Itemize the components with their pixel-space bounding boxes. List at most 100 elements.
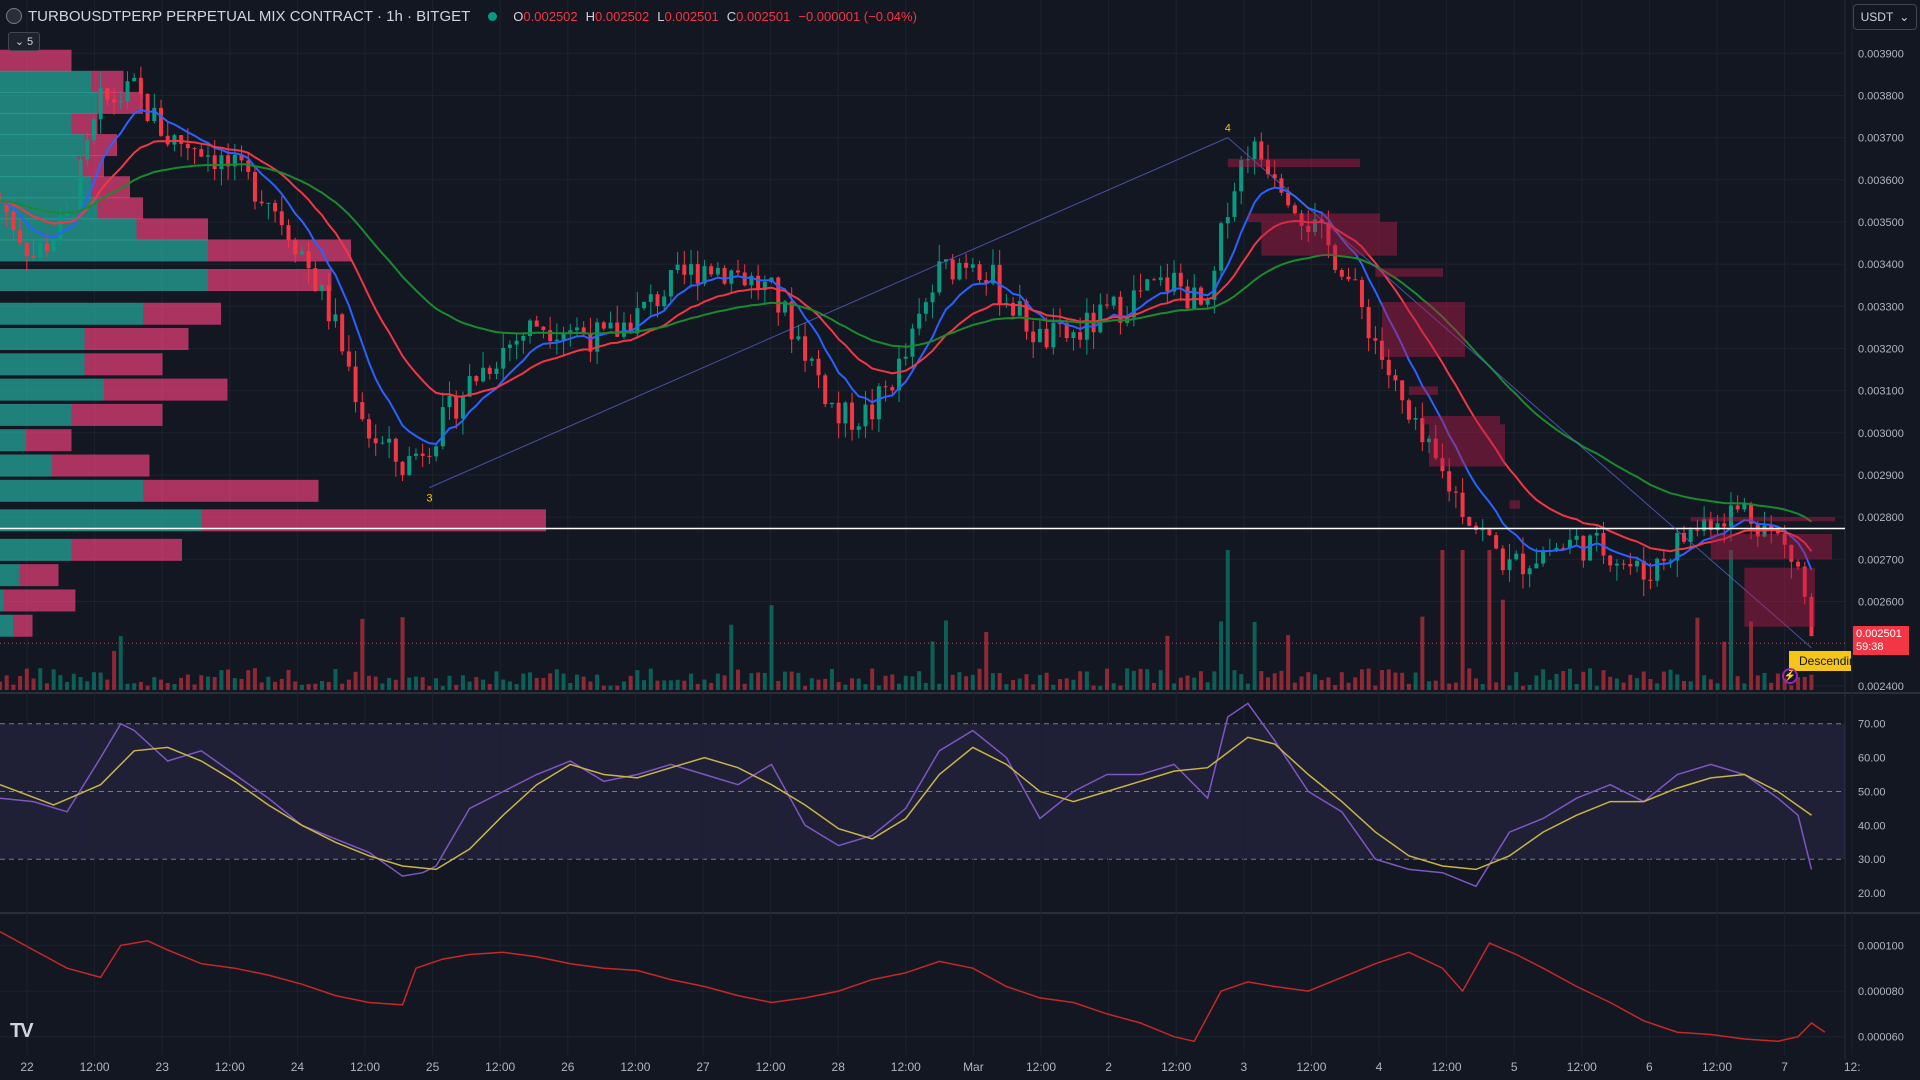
volume-bar	[1433, 680, 1438, 690]
volume-bar	[1051, 684, 1056, 690]
candle-body	[507, 344, 512, 348]
volume-bar	[1594, 685, 1599, 690]
volume-bar	[1561, 670, 1566, 690]
volume-profile-up	[0, 328, 85, 351]
volume-bar	[1527, 684, 1532, 690]
volume-bar	[970, 674, 975, 690]
volume-bar	[427, 685, 432, 690]
candle-body	[165, 135, 170, 145]
candle-body	[427, 455, 432, 457]
candle-body	[1487, 529, 1492, 536]
candle-body	[514, 340, 519, 345]
candle-body	[910, 328, 915, 357]
candle-body	[1373, 338, 1378, 341]
time-tick-label: 12:00	[80, 1060, 110, 1074]
rsi-tick-label: 20.00	[1858, 888, 1886, 900]
candle-body	[1494, 535, 1499, 549]
candle-body	[1635, 560, 1640, 567]
currency-select[interactable]: USDT ⌄	[1853, 4, 1917, 30]
volume-bar	[1655, 683, 1660, 690]
volume-bar	[333, 668, 338, 690]
symbol-title[interactable]: TURBOUSDTPERP PERPETUAL MIX CONTRACT · 1…	[28, 7, 471, 25]
volume-bar	[132, 683, 137, 690]
volume-profile-down	[97, 197, 143, 220]
volume-bar	[782, 671, 787, 690]
volume-bar	[1715, 683, 1720, 690]
volume-bar	[380, 683, 385, 690]
time-tick-label: 26	[561, 1060, 575, 1074]
volume-bar	[1131, 670, 1136, 690]
volume-profile-down	[3, 589, 76, 612]
volume-bar	[78, 677, 83, 690]
volume-bar	[1453, 682, 1458, 690]
candle-body	[561, 333, 566, 340]
volume-bar	[24, 668, 29, 690]
candle-body	[1588, 535, 1593, 561]
volume-bar	[1058, 679, 1063, 690]
panel3-tick-label: 0.000060	[1858, 1032, 1904, 1044]
candle-body	[1708, 519, 1713, 531]
volume-profile-down	[104, 378, 228, 401]
volume-bar	[1514, 672, 1519, 690]
volume-bar	[796, 672, 801, 690]
candle-body	[31, 255, 36, 258]
volume-bar	[1044, 672, 1049, 690]
volume-bar	[1796, 677, 1801, 690]
candle-body	[1467, 517, 1472, 526]
last-price-tag: 0.002501 59:38	[1853, 626, 1909, 655]
rsi-tick-label: 50.00	[1858, 786, 1886, 798]
volume-bar	[1802, 676, 1807, 690]
volume-bar	[293, 681, 298, 690]
candle-body	[353, 366, 358, 403]
volume-bar	[534, 677, 539, 690]
volume-bar	[1292, 682, 1297, 690]
candle-body	[662, 296, 667, 307]
volume-bar	[863, 684, 868, 690]
volume-bar	[1762, 672, 1767, 690]
volume-bar	[1373, 685, 1378, 690]
volume-bar	[1668, 669, 1673, 690]
alert-bolt-icon[interactable]: ⚡	[1782, 668, 1798, 684]
volume-bar	[1225, 550, 1230, 690]
volume-bar	[1091, 685, 1096, 690]
volume-bar	[1809, 674, 1814, 690]
volume-bar	[1420, 616, 1425, 690]
supply-zone	[1509, 500, 1520, 509]
candle-body	[863, 404, 868, 427]
volume-bar	[360, 618, 365, 690]
volume-bar	[58, 675, 63, 690]
candle-body	[695, 264, 700, 284]
volume-profile-down	[143, 479, 319, 502]
volume-bar	[1219, 621, 1224, 690]
indicators-collapse-button[interactable]: ⌄ 5	[8, 32, 40, 51]
candle-body	[1024, 301, 1029, 332]
volume-bar	[1588, 668, 1593, 690]
volume-bar	[320, 680, 325, 690]
candle-body	[420, 453, 425, 456]
pattern-label[interactable]: Descending	[1789, 651, 1851, 671]
volume-bar	[943, 620, 948, 690]
candle-body	[1292, 205, 1297, 214]
candle-body	[1098, 304, 1103, 333]
volume-bar	[1641, 671, 1646, 690]
candle-body	[393, 438, 398, 462]
candle-body	[964, 262, 969, 268]
volume-bar	[353, 671, 358, 690]
volume-bar	[1520, 685, 1525, 690]
volume-profile-down	[71, 112, 98, 135]
supply-zone	[1227, 158, 1360, 168]
candle-body	[78, 159, 83, 213]
volume-bar	[413, 676, 418, 690]
volume-bar	[1333, 685, 1338, 690]
volume-bar	[682, 680, 687, 690]
candle-body	[1769, 525, 1774, 528]
candle-body	[1252, 141, 1257, 160]
candle-body	[1151, 279, 1156, 281]
supply-zone	[1375, 268, 1443, 277]
time-tick-label: 2	[1105, 1060, 1112, 1074]
candle-body	[85, 139, 90, 160]
volume-bar	[1547, 679, 1552, 690]
candle-body	[1681, 532, 1686, 542]
tradingview-logo-icon[interactable]: TV	[10, 1020, 34, 1042]
